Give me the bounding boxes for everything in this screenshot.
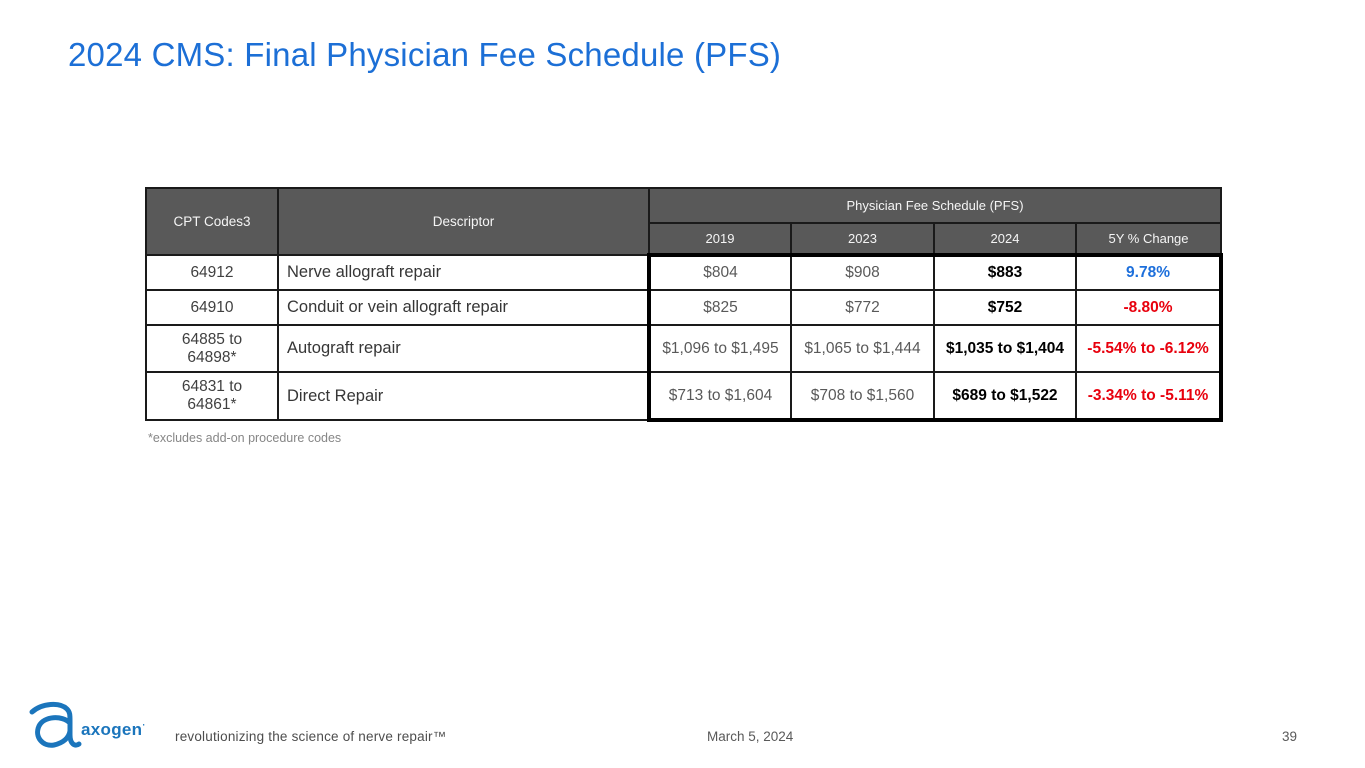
footer-tagline: revolutionizing the science of nerve rep… [175,729,447,744]
column-group-header-pfs: Physician Fee Schedule (PFS) [647,187,1223,224]
change-cell: -3.34% to -5.11% [1074,371,1224,422]
table-footnote: *excludes add-on procedure codes [148,431,342,445]
column-header-cpt-codes: CPT Codes3 [145,187,279,256]
page-title: 2024 CMS: Final Physician Fee Schedule (… [68,36,782,73]
fee-2023-cell: $708 to $1,560 [790,371,935,422]
axogen-logo-icon [29,702,82,748]
descriptor-cell: Autograft repair [277,324,650,373]
column-header-5y-change: 5Y % Change [1074,222,1223,256]
fee-2024-cell: $752 [933,289,1077,326]
fee-2024-cell: $883 [933,253,1077,291]
cpt-code-cell: 64831 to 64861* [145,371,279,421]
fee-2024-cell: $1,035 to $1,404 [933,324,1077,373]
cpt-code-cell: 64912 [145,254,279,291]
page-number: 39 [1281,729,1297,744]
change-cell: -5.54% to -6.12% [1074,324,1224,373]
table-row: 64912 Nerve allograft repair $804 $908 $… [145,253,1224,291]
axogen-logo: axogen· [25,698,165,756]
change-cell: -8.80% [1074,289,1224,326]
footer-date: March 5, 2024 [707,729,794,744]
column-header-2019: 2019 [648,222,792,256]
table-row: 64831 to 64861* Direct Repair $713 to $1… [145,371,1224,422]
table-row: 64910 Conduit or vein allograft repair $… [145,289,1224,326]
descriptor-cell: Direct Repair [277,371,650,421]
table-row: 64885 to 64898* Autograft repair $1,096 … [145,324,1224,373]
fee-2019-cell: $804 [647,253,792,291]
fee-2024-cell: $689 to $1,522 [933,371,1077,422]
column-header-2024: 2024 [933,222,1077,256]
fee-2023-cell: $1,065 to $1,444 [790,324,935,373]
column-header-2023: 2023 [790,222,935,256]
descriptor-cell: Nerve allograft repair [277,254,650,291]
fee-2023-cell: $772 [790,289,935,326]
fee-2019-cell: $1,096 to $1,495 [647,324,792,373]
descriptor-cell: Conduit or vein allograft repair [277,289,650,326]
cpt-code-cell: 64885 to 64898* [145,324,279,373]
cpt-code-cell: 64910 [145,289,279,326]
change-cell: 9.78% [1074,253,1224,291]
fee-schedule-table: CPT Codes3 Descriptor Physician Fee Sche… [145,187,1224,422]
fee-2019-cell: $713 to $1,604 [647,371,792,422]
fee-2023-cell: $908 [790,253,935,291]
fee-2019-cell: $825 [647,289,792,326]
axogen-logo-wordmark: axogen· [81,720,146,739]
column-header-descriptor: Descriptor [277,187,650,256]
